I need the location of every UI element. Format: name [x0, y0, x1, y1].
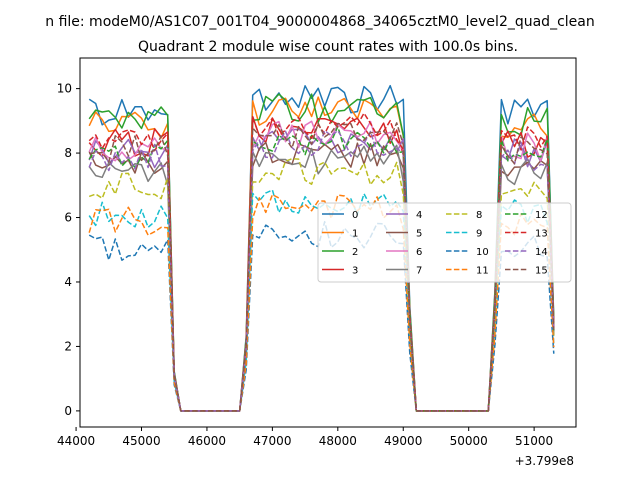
series-line-8: [88, 157, 555, 412]
legend-label-13: 13: [535, 229, 548, 240]
legend-label-12: 12: [535, 210, 548, 221]
plot-area-frame: [79, 57, 577, 428]
legend-label-7: 7: [416, 266, 422, 277]
y-tick-label: 6: [64, 211, 72, 225]
legend-label-8: 8: [476, 210, 482, 221]
y-tick-label: 0: [64, 404, 72, 418]
x-tick-label: 51000: [515, 434, 553, 448]
chart-title: Quadrant 2 module wise count rates with …: [138, 39, 518, 55]
series-line-15: [89, 122, 555, 412]
legend-label-4: 4: [416, 210, 422, 221]
legend-label-5: 5: [416, 229, 422, 240]
x-tick-label: 48000: [319, 434, 357, 448]
legend-label-2: 2: [352, 247, 358, 258]
legend-label-9: 9: [476, 229, 482, 240]
x-axis: 44000 45000 46000 47000 48000 49000 50000 51000: [57, 427, 553, 448]
legend-label-11: 11: [476, 266, 489, 277]
x-tick-label: 50000: [450, 434, 488, 448]
legend-label-15: 15: [535, 266, 548, 277]
y-tick-label: 2: [64, 339, 72, 353]
y-axis: 0 2 4 6 8 10: [57, 82, 80, 418]
legend-label-0: 0: [352, 210, 358, 221]
x-tick-label: 49000: [384, 434, 422, 448]
legend-label-3: 3: [352, 266, 358, 277]
x-tick-label: 47000: [253, 434, 291, 448]
x-tick-label: 46000: [188, 434, 226, 448]
plot-lines: [88, 84, 555, 412]
legend-label-14: 14: [535, 247, 548, 258]
figure-suptitle: n file: modeM0/AS1C07_001T04_9000004868_…: [45, 14, 594, 30]
x-tick-label: 44000: [57, 434, 95, 448]
y-tick-label: 10: [57, 82, 72, 96]
legend-label-1: 1: [352, 229, 358, 240]
x-axis-offset-label: +3.799e8: [515, 454, 574, 468]
legend-label-10: 10: [476, 247, 489, 258]
y-tick-label: 4: [64, 275, 72, 289]
series-line-12: [88, 125, 555, 412]
legend-label-6: 6: [416, 247, 422, 258]
legend-box: [317, 202, 572, 283]
y-tick-label: 8: [64, 146, 72, 160]
x-tick-label: 45000: [122, 434, 160, 448]
